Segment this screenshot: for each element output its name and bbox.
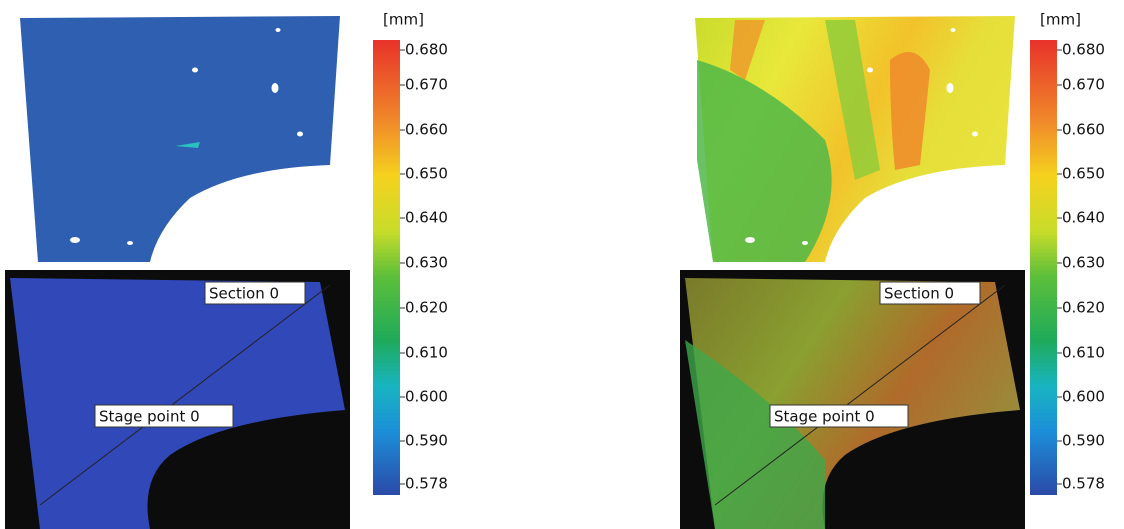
hole [127, 241, 133, 245]
colorbar-label: 0.640 [405, 209, 448, 227]
panel: Section 0 Stage point 0 [mm] 0.680 0.670 0.66… [5, 11, 448, 529]
cyan-spot [175, 142, 200, 148]
colorbar-label: 0.640 [1062, 209, 1105, 227]
colorbar-label: 0.680 [1062, 41, 1105, 59]
section-label-box [879, 281, 981, 305]
section-label-box [204, 281, 306, 305]
colorbar-label: 0.630 [1062, 254, 1105, 272]
colorbar-label: 0.660 [405, 121, 448, 139]
colorbar-label: 0.650 [405, 165, 448, 183]
hole [271, 83, 279, 93]
colorbar-label: 0.630 [405, 254, 448, 272]
colorbar-label: 0.578 [1062, 475, 1105, 493]
colorbar-label: 0.650 [1062, 165, 1105, 183]
hole [972, 131, 978, 137]
colorbar-label: 0.680 [405, 41, 448, 59]
hole [802, 241, 808, 245]
hole [950, 28, 956, 32]
hole [275, 28, 281, 32]
colorbar-label: 0.620 [405, 299, 448, 317]
hole [745, 237, 755, 243]
hole [192, 67, 198, 73]
stage-point-label-box [94, 404, 234, 428]
green-band [825, 20, 880, 180]
colorbar [1030, 40, 1057, 495]
green-region [697, 60, 832, 262]
stage-point-label-box [769, 404, 909, 428]
deviation-map [20, 16, 340, 262]
colorbar-label: 0.600 [1062, 388, 1105, 406]
colorbar-label: 0.670 [405, 76, 448, 94]
colorbar-label: 0.600 [405, 388, 448, 406]
stage-point-label: Stage point 0 [99, 408, 200, 426]
section-label: Section 0 [884, 285, 954, 303]
hole [867, 67, 873, 73]
panel: Section 0 Stage point 0 [mm] 0.680 0.670 0.66… [680, 11, 1105, 529]
hole [70, 237, 80, 243]
unit-label: [mm] [1040, 11, 1081, 29]
hole [946, 83, 954, 93]
section-line [39, 284, 331, 506]
colorbar-label: 0.590 [405, 432, 448, 450]
hole [297, 131, 303, 137]
colorbar-label: 0.660 [1062, 121, 1105, 139]
photo-part [10, 278, 345, 529]
stage-point-label: Stage point 0 [774, 408, 875, 426]
colorbar-label: 0.590 [1062, 432, 1105, 450]
photo-green [685, 340, 825, 529]
colorbar [373, 40, 400, 495]
colorbar-label: 0.620 [1062, 299, 1105, 317]
section-label: Section 0 [209, 285, 279, 303]
colorbar-label: 0.610 [405, 344, 448, 362]
unit-label: [mm] [383, 11, 424, 29]
colorbar-label: 0.610 [1062, 344, 1105, 362]
orange-band [890, 52, 930, 170]
orange-band [730, 20, 765, 80]
section-line [714, 284, 1006, 506]
colorbar-label: 0.670 [1062, 76, 1105, 94]
colorbar-label: 0.578 [405, 475, 448, 493]
